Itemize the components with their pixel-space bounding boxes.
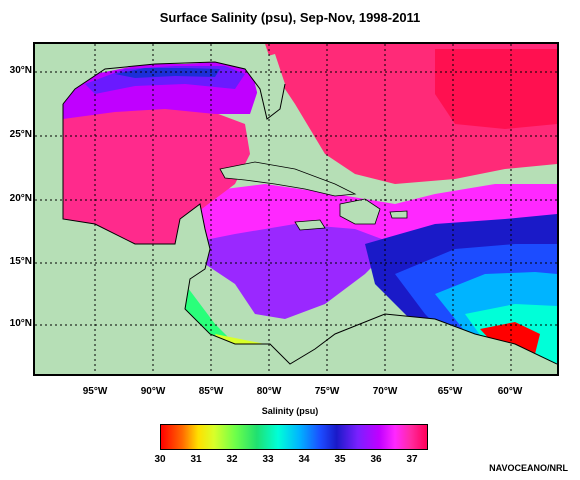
credit-label: NAVOCEANO/NRL (489, 463, 568, 473)
lon-label-70w: 70°W (372, 386, 398, 397)
plume-low-salinity-core (480, 322, 540, 356)
lat-label-10n: 10°N (9, 318, 32, 329)
lat-label-25n: 25°N (9, 129, 32, 140)
mexico-west-land (35, 104, 63, 239)
lon-label-60w: 60°W (497, 386, 523, 397)
graticule (35, 44, 557, 374)
salinity-map (33, 42, 559, 376)
lon-label-95w: 95°W (82, 386, 108, 397)
colorbar-title: Salinity (psu) (261, 406, 319, 416)
mississippi-plume-zone (115, 68, 220, 78)
cuba-land (219, 161, 357, 197)
colorbar-tick-37: 37 (406, 454, 418, 465)
colorbar-tick-34: 34 (298, 454, 310, 465)
central-america-land (35, 204, 345, 374)
puerto-rico-land (389, 210, 408, 219)
south-america-land (335, 314, 557, 374)
jamaica-land (294, 219, 326, 231)
colorbar-tick-35: 35 (334, 454, 346, 465)
sargasso-max-zone (435, 49, 557, 129)
salinity-colorbar (160, 424, 428, 450)
hispaniola-land (339, 198, 381, 225)
central-south-coastline (62, 104, 557, 365)
lat-label-15n: 15°N (9, 256, 32, 267)
colorbar-tick-30: 30 (154, 454, 166, 465)
gulf-interior-zone (63, 104, 250, 244)
map-title: Surface Salinity (psu), Sep-Nov, 1998-20… (159, 10, 421, 25)
colorbar-tick-31: 31 (190, 454, 202, 465)
colorbar-tick-32: 32 (226, 454, 238, 465)
lat-label-30n: 30°N (9, 65, 32, 76)
lon-label-80w: 80°W (256, 386, 282, 397)
lon-label-75w: 75°W (314, 386, 340, 397)
lon-label-85w: 85°W (198, 386, 224, 397)
lon-label-90w: 90°W (140, 386, 166, 397)
lat-label-20n: 20°N (9, 193, 32, 204)
salinity-map-canvas (35, 44, 557, 374)
colorbar-tick-36: 36 (370, 454, 382, 465)
lon-label-65w: 65°W (437, 386, 463, 397)
gulf-coastline (62, 61, 286, 120)
western-caribbean-purple-zone (185, 224, 395, 319)
florida-land (255, 54, 285, 119)
colorbar-tick-33: 33 (262, 454, 274, 465)
